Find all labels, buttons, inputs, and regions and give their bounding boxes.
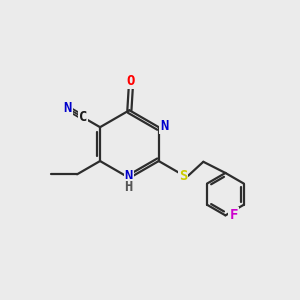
Text: O: O: [127, 74, 135, 88]
Text: S: S: [179, 169, 187, 183]
Text: C: C: [79, 110, 87, 124]
Text: F: F: [230, 208, 238, 222]
Text: N: N: [124, 169, 133, 184]
Text: H: H: [124, 180, 133, 194]
Text: N: N: [160, 119, 169, 133]
Text: N: N: [63, 101, 72, 115]
